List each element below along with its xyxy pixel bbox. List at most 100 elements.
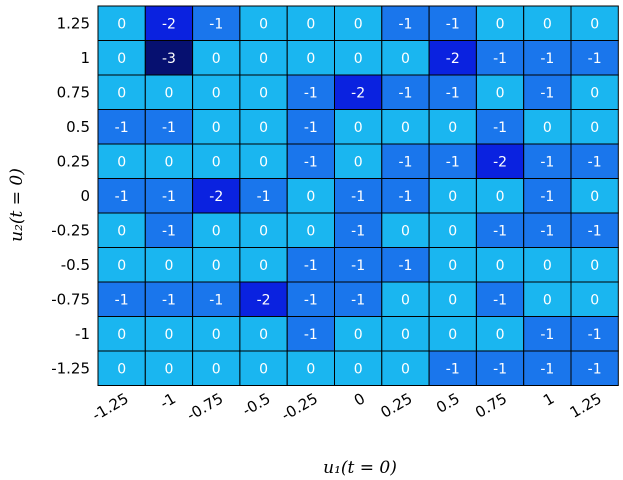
heatmap-cell: [475, 316, 525, 352]
x-tick-label: -0.5: [239, 389, 273, 419]
heatmap-cell: [334, 5, 383, 41]
x-tick-label: 0: [351, 389, 368, 409]
cell-value-label: 0: [401, 361, 410, 377]
cell-value-label: -1: [351, 292, 365, 308]
cell-value-label: 0: [259, 85, 268, 101]
cell-value-label: -1: [540, 327, 554, 343]
cell-value-label: 0: [590, 85, 599, 101]
heatmap-cell: [475, 212, 525, 248]
cell-value-label: 0: [590, 120, 599, 136]
heatmap-cell: [428, 247, 477, 283]
cell-value-label: 0: [590, 292, 599, 308]
cell-value-label: -1: [115, 292, 129, 308]
heatmap-cell: [144, 143, 194, 179]
heatmap-cell: [475, 178, 525, 214]
heatmap-cell: [475, 350, 525, 386]
x-tick-labels: -1.25 -1 -0.75 -0.5 -0.25 0 0.25 0.5 0.75 1 1.25: [89, 389, 605, 424]
heatmap-cell: [334, 212, 383, 248]
heatmap-cell: [192, 316, 241, 352]
cell-value-label: 0: [117, 327, 126, 343]
heatmap-cell: [334, 247, 383, 283]
cell-value-label: -1: [493, 120, 507, 136]
cell-value-label: -1: [588, 327, 602, 343]
cell-value-label: -2: [162, 16, 176, 32]
heatmap-cell: [428, 5, 477, 41]
heatmap-cell: [523, 281, 572, 317]
heatmap-cell: [428, 316, 477, 352]
heatmap-cell: [523, 350, 572, 386]
cell-value-label: 0: [117, 51, 126, 67]
cell-value-label: 0: [543, 16, 552, 32]
heatmap-cell: [570, 281, 619, 317]
cell-value-label: 0: [212, 154, 221, 170]
cell-value-label: 0: [401, 223, 410, 239]
heatmap-cell: [570, 212, 619, 248]
cell-value-label: -1: [540, 51, 554, 67]
heatmap-cell: [570, 74, 619, 110]
x-tick-label: 0.5: [433, 389, 463, 417]
heatmap-cell: [97, 40, 146, 76]
heatmap-cell: [381, 109, 430, 145]
cell-value-label: -1: [304, 258, 318, 274]
cell-value-label: 0: [401, 327, 410, 343]
heatmap-cell: [97, 143, 146, 179]
cell-value-label: -1: [304, 120, 318, 136]
cell-value-label: -1: [493, 292, 507, 308]
heatmap-cell: [381, 40, 430, 76]
heatmap-cell: [239, 109, 288, 145]
heatmap-cell: [192, 143, 241, 179]
heatmap-cell: [570, 109, 619, 145]
heatmap-cells: 0 -2 -1 0 0 0 -1 -1 0 0 0 0 -3 0 0 0 0 0 -2 -1 -1 -1 0 0 0 0 -1 -2 -…: [97, 5, 619, 386]
heatmap-cell: [97, 178, 146, 214]
cell-value-label: -3: [162, 51, 176, 67]
cell-value-label: 0: [212, 327, 221, 343]
heatmap-cell: [523, 143, 572, 179]
y-tick-label: -0.25: [51, 221, 90, 239]
heatmap-cell: [428, 40, 477, 76]
heatmap-cell: [475, 281, 525, 317]
cell-value-label: -1: [162, 189, 176, 205]
cell-value-label: -1: [209, 16, 223, 32]
heatmap-cell: [97, 350, 146, 386]
cell-value-label: 0: [259, 120, 268, 136]
cell-value-label: 0: [496, 189, 505, 205]
heatmap-cell: [381, 143, 430, 179]
cell-value-label: -1: [588, 361, 602, 377]
cell-value-label: 0: [306, 189, 315, 205]
heatmap-cell: [570, 247, 619, 283]
cell-value-label: 0: [354, 327, 363, 343]
heatmap-cell: [334, 178, 383, 214]
cell-value-label: -2: [209, 189, 223, 205]
cell-value-label: 0: [354, 51, 363, 67]
heatmap-cell: [192, 109, 241, 145]
cell-value-label: -1: [351, 258, 365, 274]
cell-value-label: -1: [162, 223, 176, 239]
cell-value-label: -1: [446, 85, 460, 101]
cell-value-label: 0: [259, 16, 268, 32]
cell-value-label: -1: [162, 292, 176, 308]
cell-value-label: 0: [401, 51, 410, 67]
heatmap-cell: [286, 350, 336, 386]
heatmap-cell: [334, 143, 383, 179]
heatmap-cell: [144, 350, 194, 386]
cell-value-label: 0: [164, 327, 173, 343]
cell-value-label: 0: [354, 361, 363, 377]
cell-value-label: 0: [448, 292, 457, 308]
cell-value-label: -1: [493, 223, 507, 239]
heatmap-cell: [523, 5, 572, 41]
cell-value-label: -1: [304, 154, 318, 170]
cell-value-label: 0: [354, 16, 363, 32]
heatmap-cell: [475, 40, 525, 76]
cell-value-label: 0: [212, 51, 221, 67]
x-axis-label: u₁(t = 0): [323, 458, 397, 478]
heatmap-cell: [334, 74, 383, 110]
cell-value-label: -1: [398, 85, 412, 101]
heatmap-cell: [381, 74, 430, 110]
heatmap-cell: [570, 40, 619, 76]
heatmap-cell: [475, 143, 525, 179]
cell-value-label: -1: [540, 154, 554, 170]
heatmap-cell: [523, 40, 572, 76]
y-tick-label: 0: [80, 187, 90, 205]
cell-value-label: 0: [117, 154, 126, 170]
